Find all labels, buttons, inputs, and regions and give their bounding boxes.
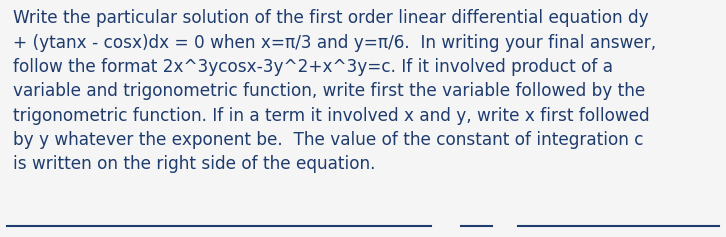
Text: Write the particular solution of the first order linear differential equation dy: Write the particular solution of the fir… [13, 9, 656, 173]
